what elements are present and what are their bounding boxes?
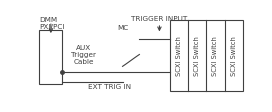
- Text: SCXI Switch: SCXI Switch: [194, 36, 200, 75]
- Text: AUX
Trigger
Cable: AUX Trigger Cable: [71, 45, 96, 65]
- Text: EXT TRIG IN: EXT TRIG IN: [88, 83, 131, 89]
- Text: MC: MC: [117, 25, 128, 31]
- Text: SCXI Switch: SCXI Switch: [212, 36, 218, 75]
- Text: TRIGGER INPUT: TRIGGER INPUT: [131, 16, 188, 22]
- Text: SCXI Switch: SCXI Switch: [231, 36, 237, 75]
- Bar: [170, 20, 243, 91]
- Text: SCXI Switch: SCXI Switch: [176, 36, 182, 75]
- Text: DMM: DMM: [40, 17, 58, 23]
- Text: PXI/PCI: PXI/PCI: [40, 24, 65, 30]
- Bar: [39, 31, 63, 84]
